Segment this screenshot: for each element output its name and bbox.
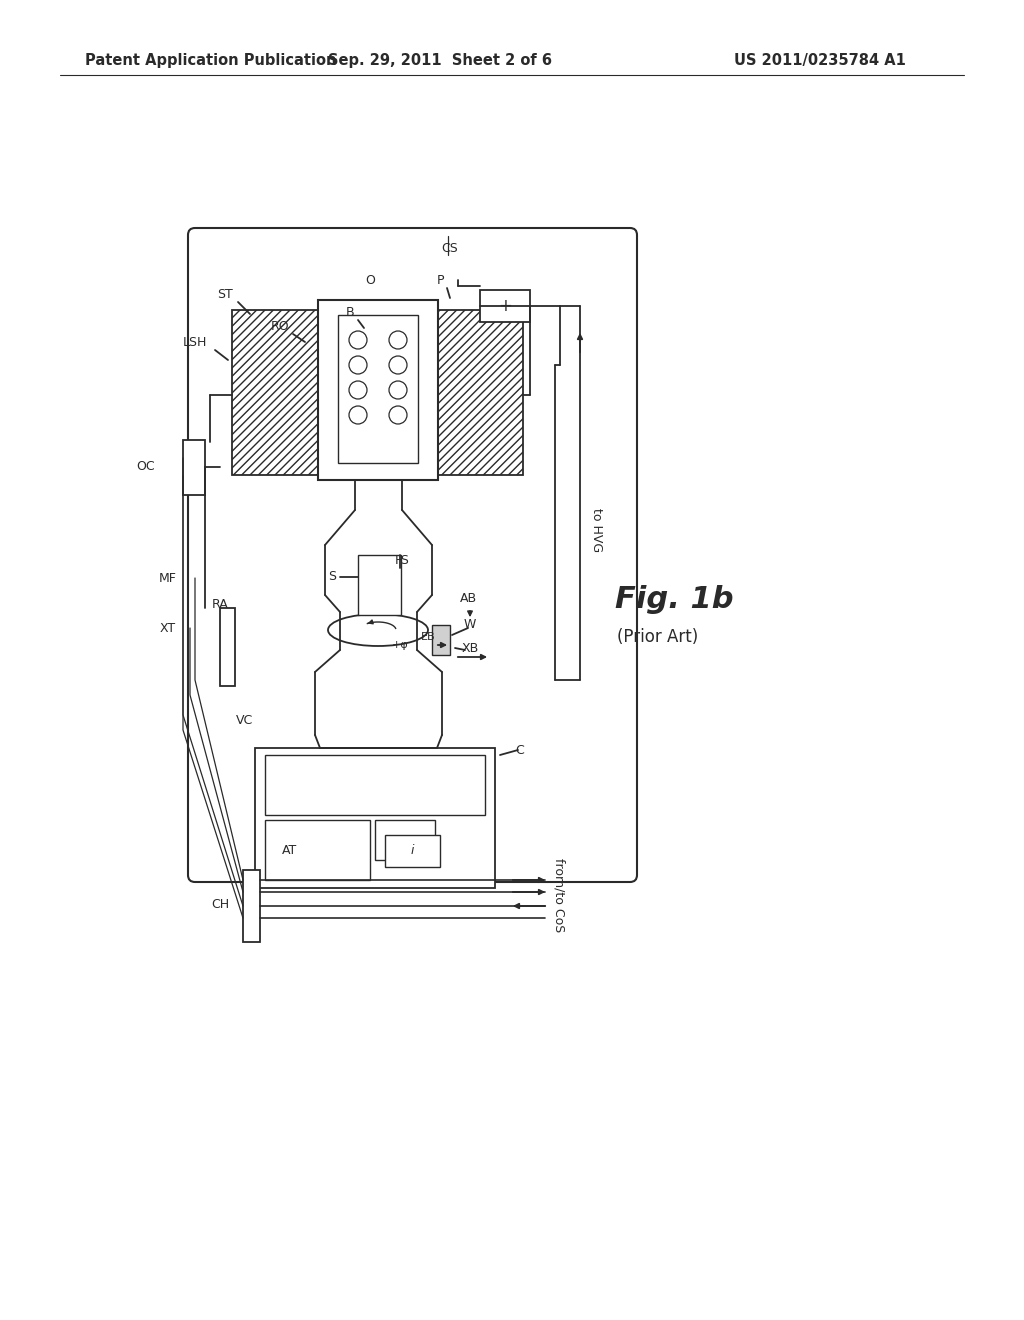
Text: AT: AT bbox=[283, 843, 298, 857]
Circle shape bbox=[349, 381, 367, 399]
Text: AB: AB bbox=[460, 591, 476, 605]
Text: US 2011/0235784 A1: US 2011/0235784 A1 bbox=[734, 53, 906, 67]
Text: RA: RA bbox=[212, 598, 228, 610]
Text: S: S bbox=[328, 570, 336, 583]
Text: +: + bbox=[498, 297, 512, 315]
Ellipse shape bbox=[328, 614, 428, 645]
Circle shape bbox=[389, 331, 407, 348]
Bar bbox=[265, 820, 370, 880]
Text: (Prior Art): (Prior Art) bbox=[617, 628, 698, 645]
Bar bbox=[480, 290, 530, 322]
Circle shape bbox=[389, 381, 407, 399]
Text: i: i bbox=[411, 845, 414, 858]
Text: VC: VC bbox=[237, 714, 254, 726]
Text: LSH: LSH bbox=[183, 335, 207, 348]
Text: B: B bbox=[346, 306, 354, 319]
Bar bbox=[318, 300, 438, 480]
Text: W: W bbox=[464, 619, 476, 631]
Text: ST: ST bbox=[217, 289, 232, 301]
Bar bbox=[338, 315, 418, 463]
Text: P: P bbox=[436, 273, 443, 286]
Text: C: C bbox=[516, 743, 524, 756]
Text: XB: XB bbox=[462, 642, 478, 655]
Text: O: O bbox=[366, 273, 375, 286]
Text: EB: EB bbox=[421, 632, 435, 642]
FancyBboxPatch shape bbox=[188, 228, 637, 882]
Bar bbox=[255, 748, 495, 888]
Text: Patent Application Publication: Patent Application Publication bbox=[85, 53, 337, 67]
Bar bbox=[375, 820, 435, 861]
Text: MF: MF bbox=[159, 572, 177, 585]
Bar bbox=[232, 310, 327, 475]
Text: Sep. 29, 2011  Sheet 2 of 6: Sep. 29, 2011 Sheet 2 of 6 bbox=[328, 53, 552, 67]
Bar bbox=[265, 755, 485, 814]
Bar bbox=[385, 836, 440, 867]
Text: RO: RO bbox=[270, 321, 290, 334]
Circle shape bbox=[349, 331, 367, 348]
Circle shape bbox=[389, 407, 407, 424]
Text: to HVG: to HVG bbox=[590, 508, 603, 552]
Bar bbox=[220, 609, 234, 686]
Text: FS: FS bbox=[394, 553, 410, 566]
Bar bbox=[183, 440, 205, 495]
Circle shape bbox=[349, 407, 367, 424]
Text: OC: OC bbox=[136, 461, 155, 474]
Text: +φ: +φ bbox=[391, 640, 409, 649]
Bar bbox=[243, 870, 260, 942]
Circle shape bbox=[349, 356, 367, 374]
Bar bbox=[428, 310, 523, 475]
Text: Fig. 1b: Fig. 1b bbox=[615, 586, 733, 615]
Bar bbox=[358, 554, 401, 615]
Text: CS: CS bbox=[441, 242, 459, 255]
Text: from/to CoS: from/to CoS bbox=[552, 858, 565, 932]
Text: XT: XT bbox=[160, 622, 176, 635]
Circle shape bbox=[389, 356, 407, 374]
Bar bbox=[432, 624, 450, 655]
Text: CH: CH bbox=[211, 899, 229, 912]
